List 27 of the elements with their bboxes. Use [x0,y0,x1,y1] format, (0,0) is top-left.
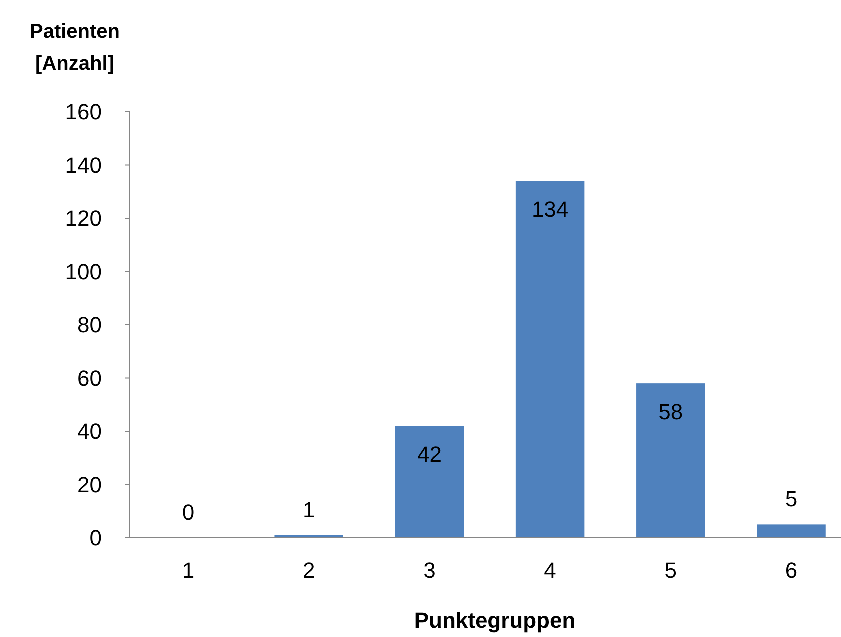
y-tick-label: 80 [78,312,102,338]
data-label: 58 [658,400,684,425]
y-tick-label: 100 [65,259,102,284]
x-tick-label: 1 [182,558,195,583]
x-tick-label: 5 [664,558,678,583]
y-tick-label: 60 [78,366,102,391]
x-tick-label: 2 [302,558,316,583]
x-tick-label: 6 [785,558,798,583]
bar [516,181,585,538]
data-label: 5 [785,486,798,512]
x-tick-label: 4 [544,558,556,583]
data-label: 134 [532,197,569,222]
y-tick-label: 0 [90,526,102,551]
bar [395,426,464,538]
x-axis-title: Punktegruppen [414,608,576,633]
bar [757,524,826,538]
data-label: 42 [417,442,442,468]
y-tick-label: 40 [78,419,102,444]
y-tick-label: 20 [78,472,102,498]
x-tick-label: 3 [424,558,436,583]
data-label: 1 [302,497,316,522]
bar [636,384,706,538]
y-tick-label: 120 [65,206,102,232]
y-tick-label: 160 [65,100,102,125]
y-tick-label: 140 [65,152,102,178]
y-axis-title: Patienten [Anzahl] [30,21,120,75]
data-label: 0 [182,500,195,525]
